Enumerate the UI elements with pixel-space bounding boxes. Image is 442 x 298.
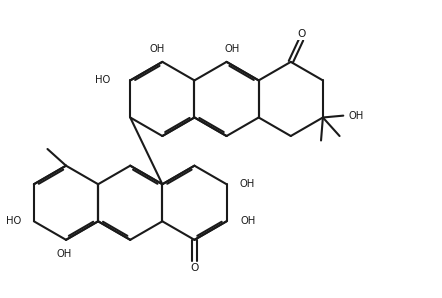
Text: OH: OH (240, 216, 256, 226)
Text: OH: OH (225, 44, 240, 54)
Text: OH: OH (348, 111, 363, 121)
Text: HO: HO (6, 216, 21, 226)
Text: OH: OH (149, 44, 164, 54)
Text: HO: HO (95, 75, 110, 86)
Text: OH: OH (57, 249, 72, 259)
Text: O: O (190, 263, 198, 273)
Text: O: O (297, 29, 305, 39)
Text: OH: OH (240, 179, 255, 189)
